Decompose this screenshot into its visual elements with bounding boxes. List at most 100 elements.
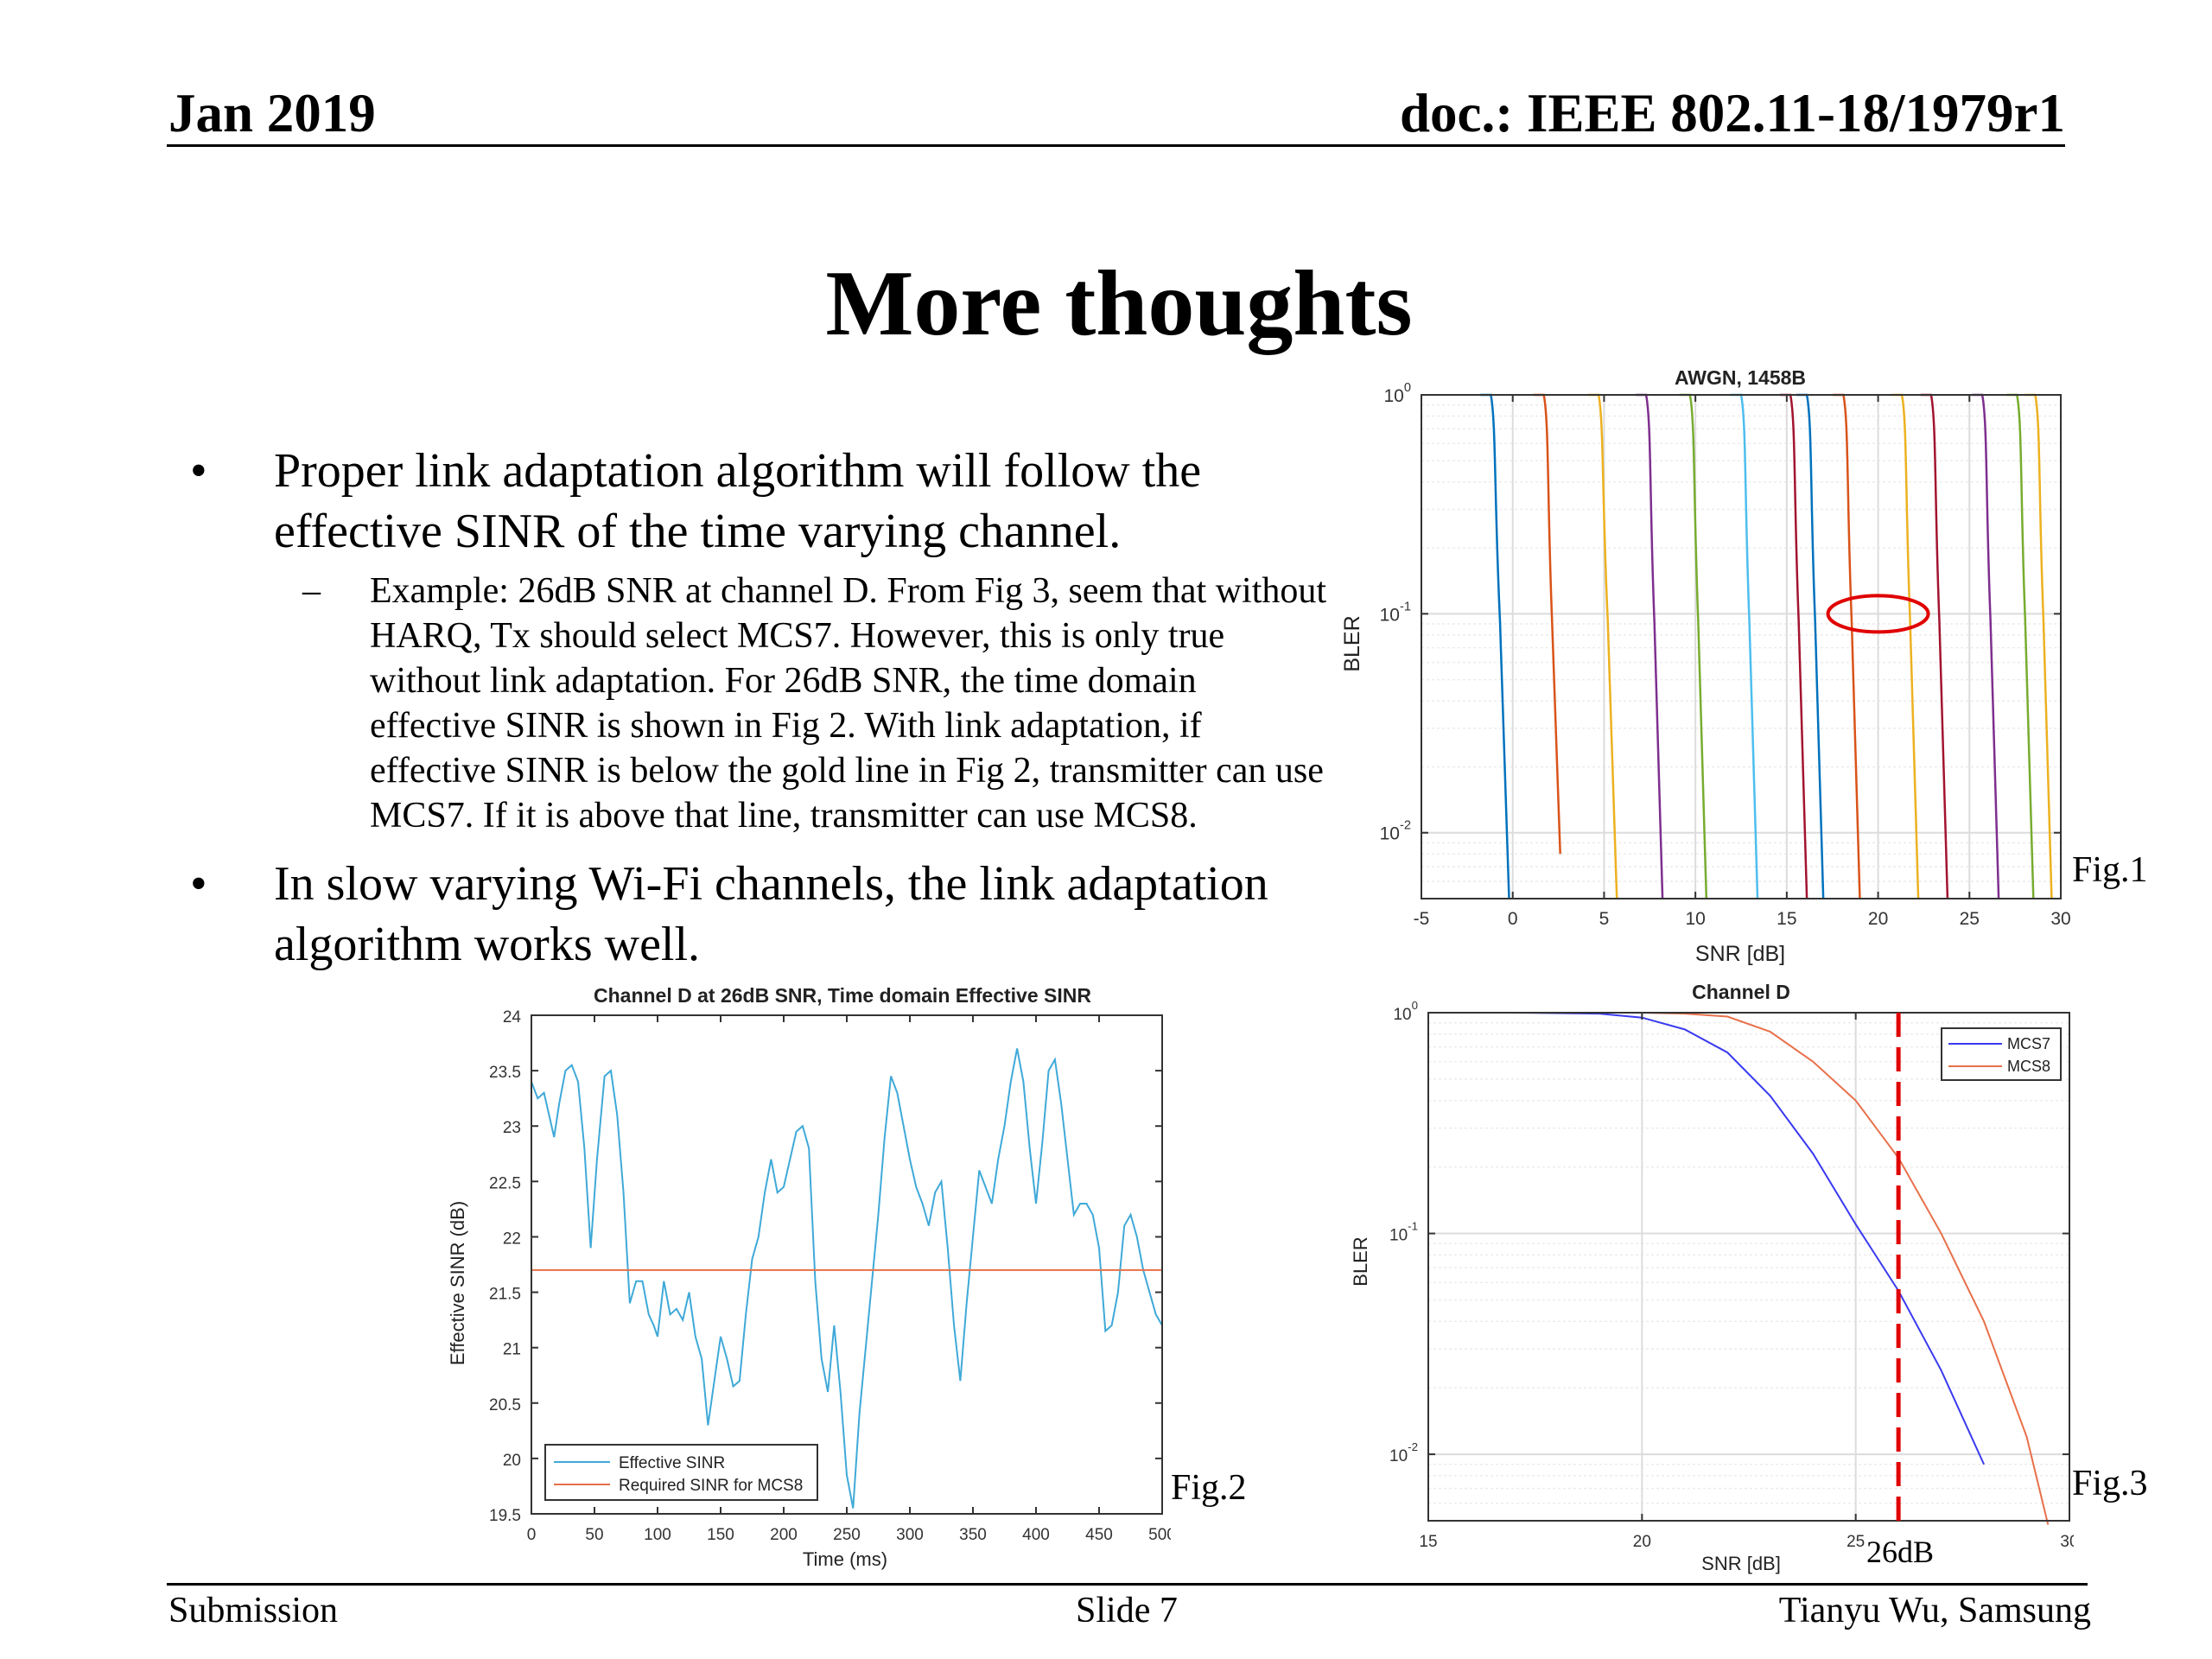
fig1-curves: [1480, 393, 2053, 899]
fig2-x-tick-label: 0: [527, 1526, 537, 1544]
fig1-y-tick-label: 100: [1383, 381, 1411, 406]
fig2-legend-label-effective-sinr: Effective SINR: [619, 1454, 725, 1472]
fig1-curve-6: [1780, 393, 1808, 899]
fig2-plot-frame: [531, 1014, 1163, 1515]
fig2-x-tick-label: 400: [1022, 1526, 1050, 1544]
fig2-y-tick-label: 22.5: [489, 1174, 521, 1192]
fig3-title: Channel D: [1692, 981, 1790, 1003]
fig3-y-tick-label: 10-1: [1389, 1220, 1418, 1245]
fig2-x-tick-label: 250: [833, 1526, 861, 1544]
fig2-x-tick-label: 450: [1085, 1526, 1113, 1544]
fig2-y-tick-label: 23: [503, 1119, 521, 1137]
fig3-x-tick-label: 20: [1633, 1533, 1651, 1551]
fig1-curve-2: [1588, 393, 1618, 899]
fig1-x-tick-label: 0: [1508, 909, 1518, 929]
bullet-marker: •: [190, 857, 207, 911]
fig1-x-tick-label: 10: [1685, 909, 1705, 929]
footer-slide-number: Slide 7: [1076, 1591, 1178, 1630]
header-date: Jan 2019: [168, 83, 376, 143]
fig3-series-1: [1428, 1012, 2050, 1525]
footer-rule: [167, 1583, 2088, 1586]
fig1-y-axis-label: BLER: [1340, 615, 1364, 671]
fig2-y-tick-label: 20.5: [489, 1396, 521, 1414]
fig1-x-tick-label: 15: [1777, 909, 1796, 929]
fig1-curve-1: [1533, 393, 1561, 855]
fig1-curve-3: [1636, 393, 1664, 899]
fig1-curve-12: [2006, 393, 2035, 899]
dash-marker: –: [302, 571, 321, 611]
fig1-highlight-ellipse: [1826, 594, 1930, 634]
sub-bullet-text: Example: 26dB SNR at channel D. From Fig…: [370, 571, 1327, 836]
fig3-lines: [1428, 1012, 2050, 1525]
fig3-plot-frame: [1427, 1012, 2070, 1522]
fig3-x-tick-label: 30: [2060, 1533, 2074, 1551]
fig1-curve-0: [1480, 393, 1510, 899]
fig2-y-tick-label: 23.5: [489, 1064, 521, 1082]
fig1-plot-frame: [1421, 394, 2062, 899]
fig2-x-tick-label: 500: [1148, 1526, 1171, 1544]
fig1-x-tick-label: 20: [1868, 909, 1888, 929]
fig3-legend-label-mcs8: MCS8: [2007, 1058, 2050, 1075]
fig2-y-tick-label: 21.5: [489, 1286, 521, 1304]
fig2-x-tick-label: 100: [644, 1526, 671, 1544]
fig3-x-tick-label: 15: [1419, 1533, 1437, 1551]
fig1-y-tick-label: 10-1: [1380, 600, 1411, 625]
header-rule: [167, 144, 2065, 147]
fig3-legend-label-mcs7: MCS7: [2007, 1035, 2050, 1052]
fig2-y-tick-label: 21: [503, 1341, 521, 1359]
fig2-lines: [531, 1048, 1163, 1509]
fig1-curve-8: [1833, 393, 1861, 899]
bullet-text: Proper link adaptation algorithm will fo…: [274, 444, 1202, 558]
fig3-y-tick-label: 10-2: [1389, 1440, 1418, 1465]
footer-author: Tianyu Wu, Samsung: [1778, 1591, 2091, 1630]
fig2-ticks: 0 50 100 150 200 250 300 350 400 450 500 19.5 20 20.5…: [489, 1008, 1171, 1544]
bullet-item: • Proper link adaptation algorithm will …: [181, 441, 1331, 562]
bullet-list: • Proper link adaptation algorithm will …: [181, 441, 1331, 982]
fig2-x-tick-label: 300: [896, 1526, 924, 1544]
fig1-grid: [1421, 394, 2062, 899]
fig1-curve-7: [1796, 393, 1825, 899]
fig1-x-axis-label: SNR [dB]: [1695, 942, 1785, 966]
fig2-x-tick-label: 50: [585, 1526, 603, 1544]
fig2-x-tick-label: 200: [770, 1526, 798, 1544]
fig3-ticks: 15 20 25 30 100 10-1 10-2: [1389, 999, 2074, 1551]
fig1-x-tick-label: 25: [1960, 909, 1980, 929]
fig2-series-0: [531, 1048, 1163, 1509]
fig2-y-tick-label: 20: [503, 1452, 521, 1470]
fig1-curve-13: [2024, 393, 2053, 899]
fig2-y-tick-label: 24: [503, 1008, 522, 1027]
bullet-text: In slow varying Wi-Fi channels, the link…: [274, 857, 1268, 971]
bullet-item: • In slow varying Wi-Fi channels, the li…: [181, 854, 1331, 975]
header-doc-number: doc.: IEEE 802.11-18/1979r1: [1399, 83, 2065, 143]
fig2-chart: 0 50 100 150 200 250 300 350 400 450 500 19.5 20 20.5…: [447, 984, 1171, 1570]
fig2-x-tick-label: 350: [959, 1526, 987, 1544]
bullet-marker: •: [190, 444, 207, 498]
fig2-y-axis-label: Effective SINR (dB): [447, 1201, 468, 1365]
fig3-legend: MCS7 MCS8: [1941, 1027, 2062, 1081]
fig1-curve-9: [1891, 393, 1920, 899]
fig2-legend-label-required-sinr: Required SINR for MCS8: [619, 1477, 803, 1495]
fig2-y-tick-label: 22: [503, 1230, 521, 1248]
fig1-x-tick-label: 5: [1599, 909, 1610, 929]
fig3-label: Fig.3: [2072, 1464, 2148, 1503]
fig2-title: Channel D at 26dB SNR, Time domain Effec…: [594, 984, 1091, 1007]
fig1-x-tick-label: -5: [1414, 909, 1430, 929]
fig2-legend: Effective SINR Required SINR for MCS8: [544, 1444, 818, 1501]
fig1-title: AWGN, 1458B: [1675, 366, 1806, 389]
fig3-grid: [1427, 1012, 2070, 1522]
fig1-y-tick-label: 10-2: [1380, 819, 1411, 844]
fig1-curve-4: [1679, 393, 1708, 899]
fig2-label: Fig.2: [1171, 1468, 1247, 1508]
fig1-label: Fig.1: [2072, 850, 2148, 890]
fig1-x-tick-label: 30: [2050, 909, 2070, 929]
fig3-y-tick-label: 100: [1393, 999, 1418, 1024]
fig1-curve-5: [1731, 393, 1759, 899]
fig2-x-axis-label: Time (ms): [803, 1548, 887, 1570]
fig2-legend-box: [544, 1444, 818, 1501]
fig3-x-axis-label: SNR [dB]: [1701, 1553, 1781, 1574]
fig2-y-tick-label: 19.5: [489, 1507, 521, 1525]
sub-bullet-item: – Example: 26dB SNR at channel D. From F…: [181, 569, 1331, 838]
footer-submission: Submission: [168, 1591, 339, 1630]
fig1-chart: -5 0 5 10 15 20 25 30 100 10-1 10-2 AWGN, 1458B SN…: [1340, 366, 2071, 966]
